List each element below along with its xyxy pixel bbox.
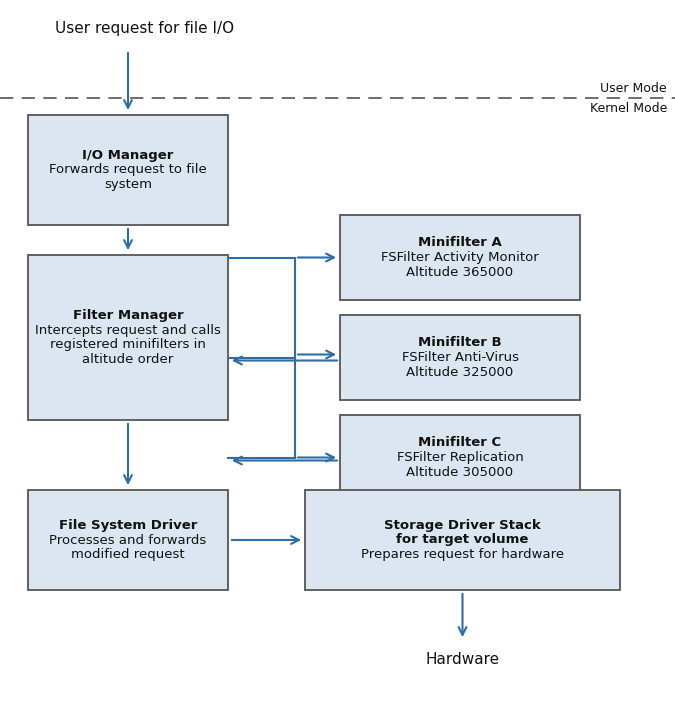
Text: system: system xyxy=(104,178,152,191)
Text: Altitude 305000: Altitude 305000 xyxy=(406,465,514,479)
FancyBboxPatch shape xyxy=(340,215,580,300)
Text: Altitude 325000: Altitude 325000 xyxy=(406,366,514,378)
Text: Minifilter A: Minifilter A xyxy=(418,236,502,250)
Text: Minifilter B: Minifilter B xyxy=(418,337,502,349)
Text: Intercepts request and calls: Intercepts request and calls xyxy=(35,324,221,337)
FancyBboxPatch shape xyxy=(340,315,580,400)
Text: Hardware: Hardware xyxy=(425,652,500,668)
FancyBboxPatch shape xyxy=(340,415,580,500)
Text: Kernel Mode: Kernel Mode xyxy=(590,101,667,115)
Text: Forwards request to file: Forwards request to file xyxy=(49,164,207,176)
Text: File System Driver: File System Driver xyxy=(59,519,197,532)
Text: modified request: modified request xyxy=(71,548,185,561)
Text: User request for file I/O: User request for file I/O xyxy=(55,20,234,35)
Text: altitude order: altitude order xyxy=(82,353,173,366)
Text: FSFilter Replication: FSFilter Replication xyxy=(397,451,523,464)
Text: FSFilter Activity Monitor: FSFilter Activity Monitor xyxy=(381,251,539,264)
Text: Prepares request for hardware: Prepares request for hardware xyxy=(361,548,564,561)
Text: Storage Driver Stack: Storage Driver Stack xyxy=(384,519,541,532)
Text: registered minifilters in: registered minifilters in xyxy=(50,338,206,352)
Text: I/O Manager: I/O Manager xyxy=(82,149,173,162)
FancyBboxPatch shape xyxy=(305,490,620,590)
Text: Altitude 365000: Altitude 365000 xyxy=(406,266,514,278)
Text: for target volume: for target volume xyxy=(396,534,529,546)
FancyBboxPatch shape xyxy=(28,490,228,590)
Text: FSFilter Anti-Virus: FSFilter Anti-Virus xyxy=(402,351,518,364)
Text: Processes and forwards: Processes and forwards xyxy=(49,534,207,546)
Text: Filter Manager: Filter Manager xyxy=(73,309,184,322)
Text: Minifilter C: Minifilter C xyxy=(418,437,502,449)
FancyBboxPatch shape xyxy=(28,255,228,420)
Text: User Mode: User Mode xyxy=(600,82,667,94)
FancyBboxPatch shape xyxy=(28,115,228,225)
